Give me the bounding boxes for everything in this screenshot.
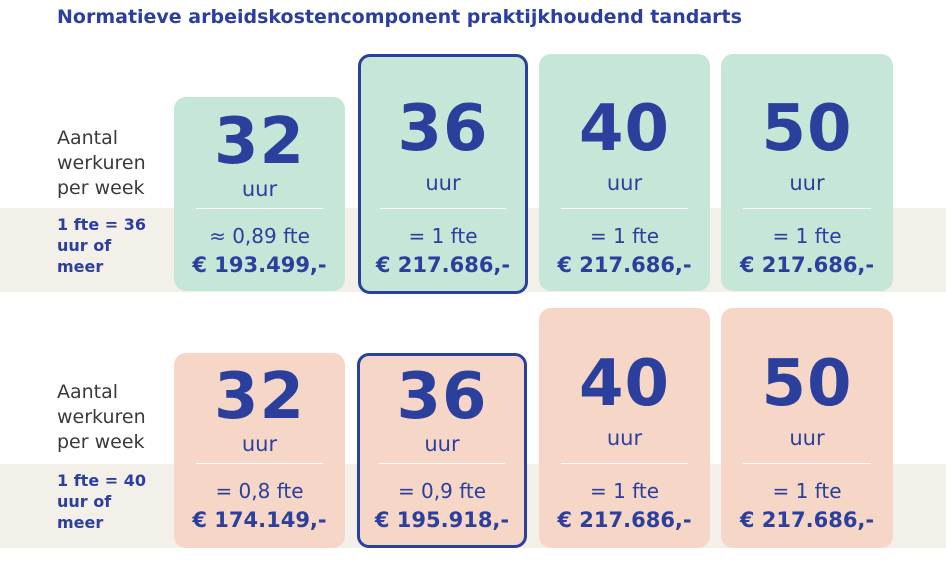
- unit: uur: [424, 432, 460, 456]
- card: [539, 54, 710, 291]
- card: [357, 353, 527, 548]
- amount: € 217.686,-: [557, 508, 692, 532]
- separator: [379, 463, 505, 464]
- hours: 36: [396, 360, 488, 434]
- hours: 32: [213, 105, 306, 179]
- amount: € 217.686,-: [739, 508, 875, 532]
- fte: = 1 fte: [589, 224, 660, 248]
- hours: 40: [578, 92, 671, 166]
- separator: [561, 208, 688, 209]
- fte-label: 1 fte = 36 uur of meer: [57, 215, 146, 276]
- separator: [196, 208, 323, 209]
- separator: [743, 463, 871, 464]
- unit: uur: [241, 177, 278, 201]
- card: [174, 353, 345, 548]
- fte: = 0,8 fte: [215, 479, 304, 503]
- unit: uur: [789, 171, 825, 195]
- unit: uur: [425, 171, 461, 195]
- unit: uur: [606, 426, 643, 450]
- amount: € 217.686,-: [375, 253, 511, 277]
- fte-label: 1 fte = 40 uur of meer: [57, 471, 146, 532]
- separator: [380, 208, 506, 209]
- separator: [561, 463, 688, 464]
- amount: € 195.918,-: [374, 508, 510, 532]
- fte: = 1 fte: [772, 479, 842, 503]
- unit: uur: [241, 432, 278, 456]
- fte: = 1 fte: [408, 224, 478, 248]
- card: [721, 308, 893, 548]
- amount: € 217.686,-: [557, 253, 692, 277]
- card: [174, 97, 345, 291]
- unit: uur: [606, 171, 643, 195]
- title: Normatieve arbeidskostencomponent prakti…: [57, 6, 742, 28]
- row-label: Aantal werkuren per week: [57, 127, 146, 199]
- hours: 32: [213, 360, 306, 434]
- separator: [196, 463, 323, 464]
- row-label: Aantal werkuren per week: [57, 381, 146, 453]
- hours: 40: [578, 347, 671, 421]
- amount: € 217.686,-: [739, 253, 875, 277]
- fte: ≈ 0,89 fte: [209, 224, 310, 248]
- hours: 50: [761, 92, 853, 166]
- card: [358, 54, 528, 294]
- card: [539, 308, 710, 548]
- hours: 50: [761, 347, 853, 421]
- fte: = 1 fte: [772, 224, 842, 248]
- card: [721, 54, 893, 291]
- fte: = 1 fte: [589, 479, 660, 503]
- fte: = 0,9 fte: [397, 479, 487, 503]
- unit: uur: [789, 426, 825, 450]
- separator: [743, 208, 871, 209]
- amount: € 193.499,-: [192, 253, 327, 277]
- amount: € 174.149,-: [192, 508, 327, 532]
- hours: 36: [397, 92, 489, 166]
